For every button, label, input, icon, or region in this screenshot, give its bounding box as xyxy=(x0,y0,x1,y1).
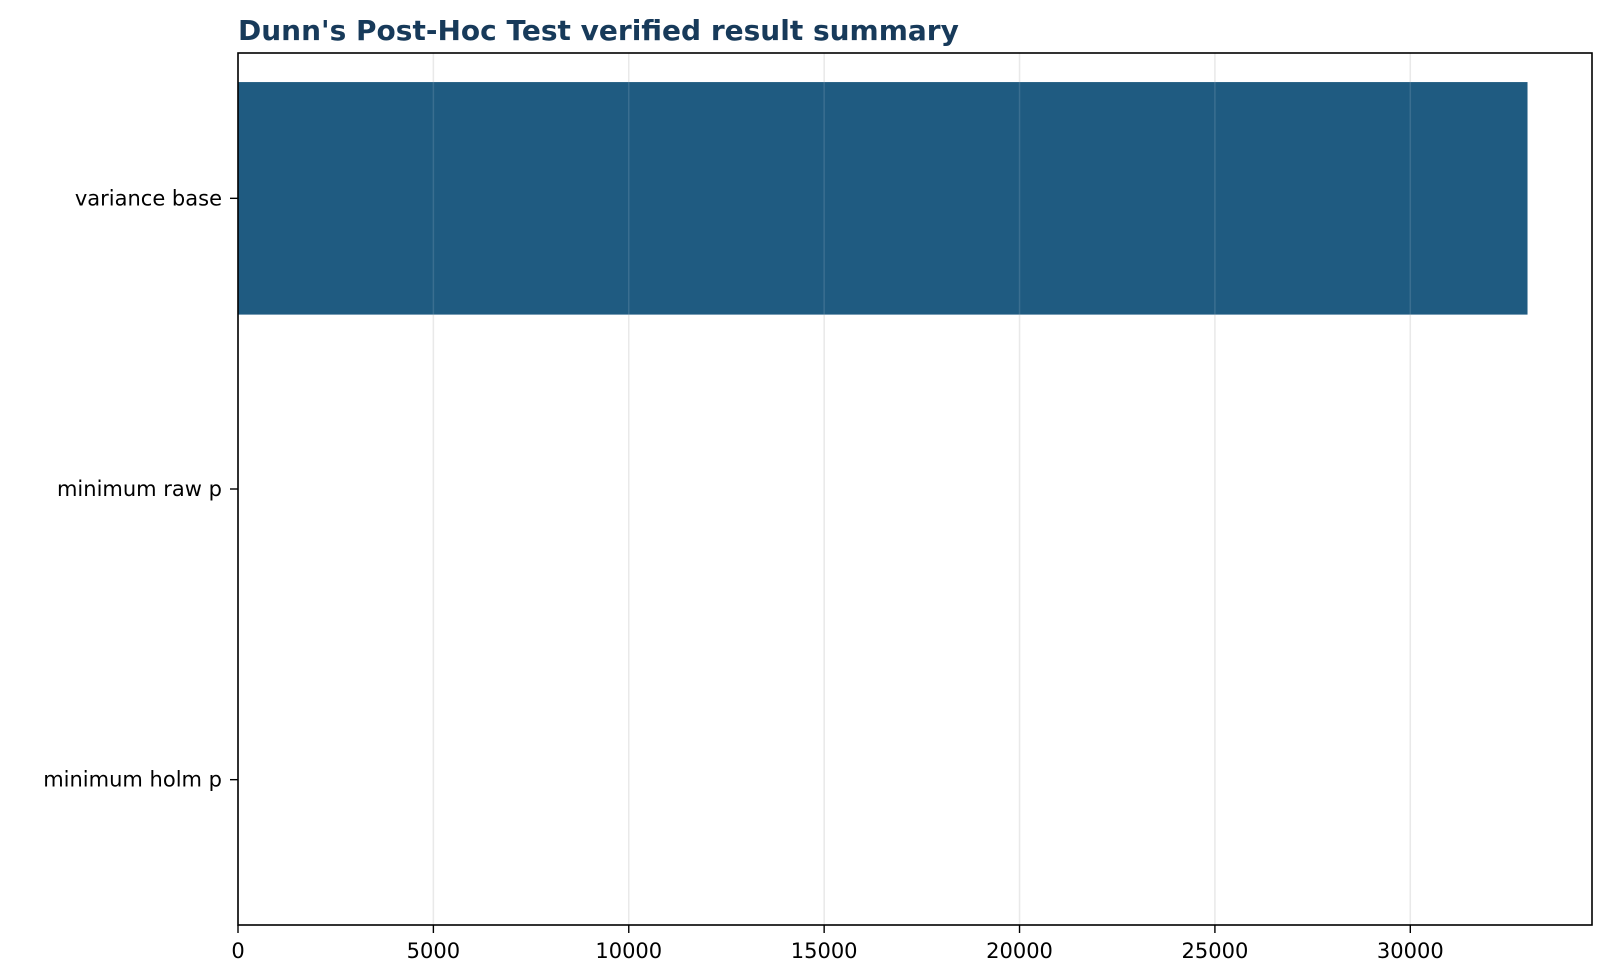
x-tick-label: 25000 xyxy=(1182,939,1249,963)
y-tick-label: variance base xyxy=(75,186,222,210)
x-tick-label: 10000 xyxy=(595,939,662,963)
y-tick-label: minimum raw p xyxy=(57,477,222,501)
x-tick-label: 15000 xyxy=(791,939,858,963)
x-tick-label: 20000 xyxy=(986,939,1053,963)
x-tick-label: 30000 xyxy=(1377,939,1444,963)
bars xyxy=(238,53,1528,925)
x-tick-label: 0 xyxy=(231,939,244,963)
axes: 0 5000 10000 15000 20000 25000 30000 variance b… xyxy=(43,52,1593,963)
y-tick-label: minimum holm p xyxy=(43,768,222,792)
bar xyxy=(238,82,1528,315)
chart-title: Dunn's Post-Hoc Test verified result sum… xyxy=(238,14,959,47)
x-tick-label: 5000 xyxy=(407,939,460,963)
